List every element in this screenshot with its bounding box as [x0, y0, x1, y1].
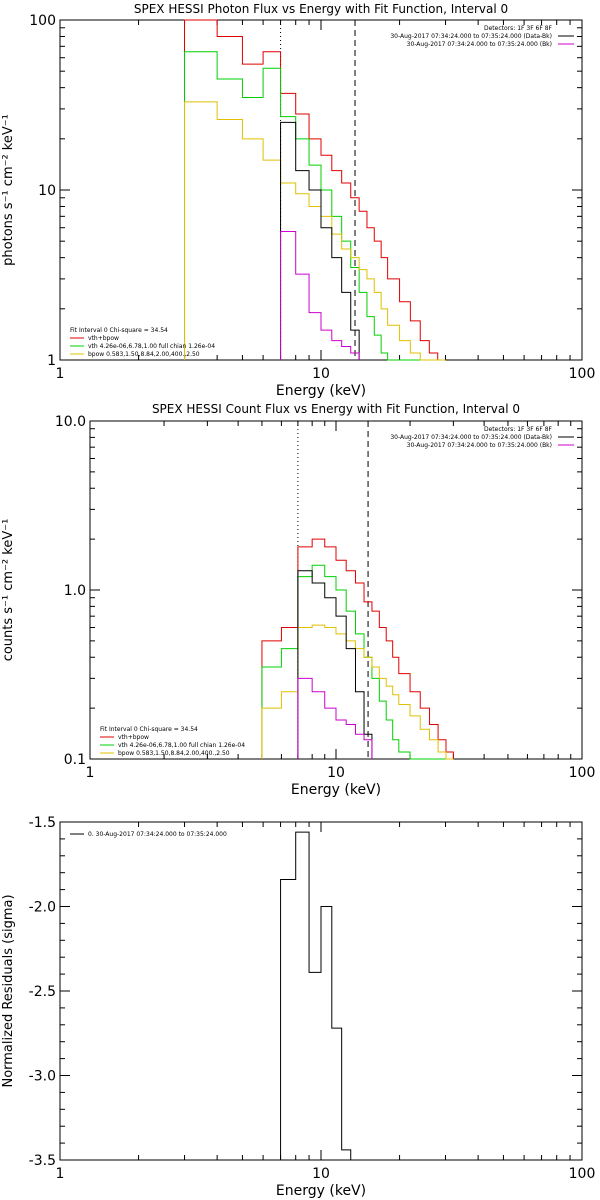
series-data-line	[297, 570, 373, 759]
legend-bottom-entry: Fit Interval 0 Chi-square = 34.54	[100, 726, 198, 733]
legend-top-entry: 30-Aug-2017 07:34:24.000 to 07:35:24.000…	[390, 33, 552, 40]
y-tick-label: -3.5	[29, 1153, 56, 1169]
legend-bottom-entry: bpow 0.583,1.50,8.84,2.00,400.,2.50	[88, 351, 200, 358]
plot-frame	[59, 821, 583, 1161]
x-axis-label: Energy (keV)	[276, 383, 366, 399]
legend-entry: 0. 30-Aug-2017 07:34:24.000 to 07:35:24.…	[88, 831, 227, 838]
y-tick-label: 1.0	[64, 583, 86, 599]
legend-top-entry: 30-Aug-2017 07:34:24.000 to 07:35:24.000…	[390, 434, 552, 441]
series-data-line	[280, 831, 360, 1161]
y-tick-label: -3.0	[29, 1069, 56, 1085]
y-axis-label: photons s⁻¹ cm⁻² keV⁻¹	[1, 114, 16, 266]
series-total-line	[184, 19, 446, 361]
legend-bottom-entry: vth 4.26e-06,6.78,1.00 full chian 1.26e-…	[118, 742, 245, 749]
series-total-line	[261, 538, 454, 759]
chart-title: SPEX HESSI Count Flux vs Energy with Fit…	[152, 402, 520, 416]
legend-bottom-entry: vth 4.26e-06,6.78,1.00 full chian 1.26e-…	[88, 343, 215, 350]
y-tick-label: 10	[38, 183, 56, 199]
y-tick-label: 10.0	[55, 414, 86, 430]
legend-bottom-entry: vth+bpow	[118, 734, 149, 741]
x-tick-label: 100	[569, 366, 596, 382]
series-vth-line	[261, 564, 454, 760]
x-tick-label: 10	[312, 366, 330, 382]
series-bpow-line	[261, 624, 454, 760]
x-tick-label: 100	[569, 1166, 596, 1182]
x-tick-label: 100	[569, 765, 596, 781]
x-tick-label: 10	[327, 765, 345, 781]
legend-bottom-entry: Fit Interval 0 Chi-square = 34.54	[70, 327, 168, 334]
y-tick-label: 100	[29, 13, 56, 29]
y-tick-label: 1	[47, 353, 56, 369]
legend-bottom-entry: bpow 0.583,1.50,8.84,2.00,400.,2.50	[118, 750, 230, 757]
y-tick-label: -1.5	[29, 815, 56, 831]
chart-panel-3: 1 10 100 -3.5 -3.0 -2.5 -2.0 -1.5 Energy (keV) No…	[1, 815, 595, 1199]
legend-top-entry: Detectors: 1F 3F 6F 8F	[484, 25, 553, 32]
x-tick-label: 1	[56, 1166, 65, 1182]
series-data-line	[280, 121, 360, 360]
x-tick-label: 1	[86, 765, 95, 781]
series-bpow-line	[184, 101, 446, 361]
y-tick-label: -2.5	[29, 984, 56, 1000]
legend-bottom-entry: vth+bpow	[88, 335, 119, 342]
chart-panel-2: SPEX HESSI Count Flux vs Energy with Fit…	[1, 402, 595, 798]
legend-top-entry: 30-Aug-2017 07:34:24.000 to 07:35:24.000…	[407, 442, 552, 449]
chart-panel-1: SPEX HESSI Photon Flux vs Energy with Fi…	[1, 2, 595, 399]
x-axis-label: Energy (keV)	[276, 1183, 366, 1199]
chart-title: SPEX HESSI Photon Flux vs Energy with Fi…	[134, 2, 508, 16]
series-vth-line	[184, 51, 446, 361]
x-tick-label: 10	[312, 1166, 330, 1182]
legend-top-entry: Detectors: 1F 3F 6F 8F	[484, 426, 553, 433]
y-tick-label: 0.1	[64, 752, 86, 768]
x-axis-label: Energy (keV)	[291, 782, 381, 798]
y-axis-label: counts s⁻¹ cm⁻² keV⁻¹	[1, 519, 16, 662]
series-background-line	[280, 231, 360, 360]
x-tick-label: 1	[56, 366, 65, 382]
y-tick-label: -2.0	[29, 900, 56, 916]
series-background-line	[297, 677, 373, 759]
y-axis-label: Normalized Residuals (sigma)	[1, 894, 16, 1087]
legend-top-entry: 30-Aug-2017 07:34:24.000 to 07:35:24.000…	[407, 41, 552, 48]
